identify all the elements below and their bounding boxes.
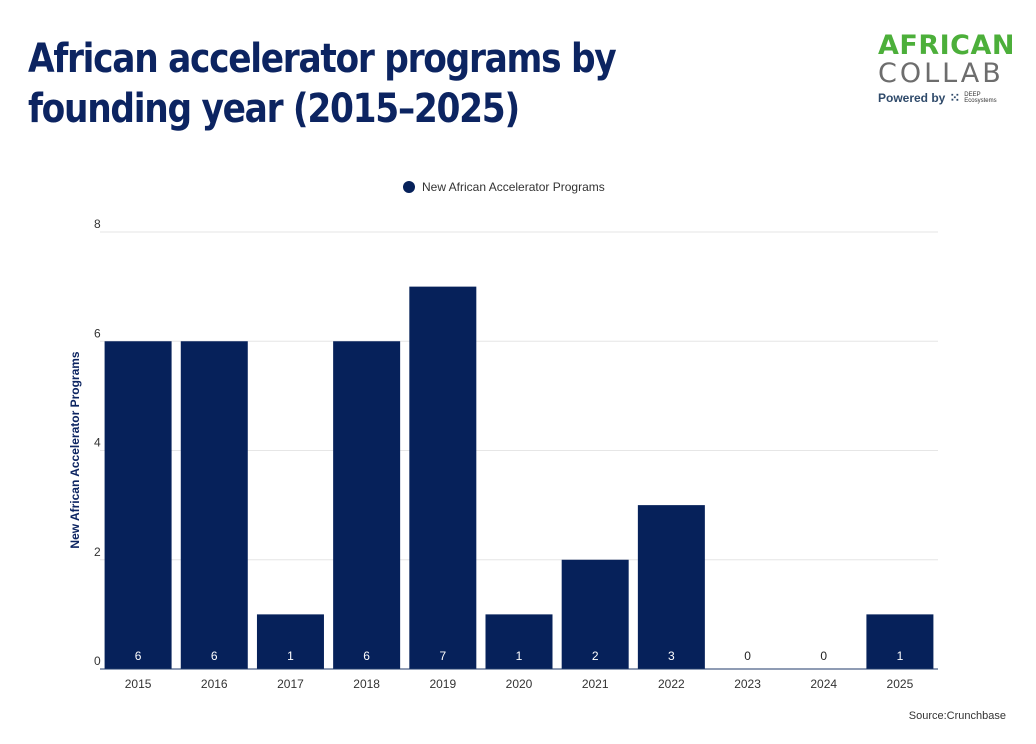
bar [485,614,553,669]
data-label: 7 [439,649,446,663]
data-label: 0 [820,649,827,663]
bar [561,559,629,669]
bar [104,341,172,669]
bar [256,614,324,669]
data-label: 6 [363,649,370,663]
x-tick-label: 2021 [582,677,609,691]
african-collab-logo: AFRICAN COLLAB Powered by ⁙ DEEP Ecosyst… [878,32,1018,106]
bar [866,614,934,669]
bar [333,341,401,669]
x-tick-label: 2018 [353,677,380,691]
x-tick-label: 2015 [125,677,152,691]
data-label: 6 [135,649,142,663]
bar [180,341,248,669]
data-label: 2 [592,649,599,663]
y-axis-label: New African Accelerator Programs [68,351,82,549]
logo-powered-by: Powered by [878,91,946,105]
source-note: Source:Crunchbase [908,710,1006,722]
x-tick-label: 2020 [506,677,533,691]
legend-label: New African Accelerator Programs [422,180,605,194]
deep-ecosystems-icon: ⁙ [949,90,961,105]
logo-line2: COLLAB [878,58,1004,89]
x-tick-label: 2016 [201,677,228,691]
data-label: 3 [668,649,675,663]
y-tick-label: 8 [94,217,101,231]
chart-title: African accelerator programs by founding… [28,36,617,132]
x-tick-label: 2024 [810,677,837,691]
y-tick-label: 2 [94,545,101,559]
y-tick-label: 6 [94,326,101,340]
data-label: 1 [516,649,523,663]
x-tick-label: 2019 [429,677,456,691]
logo-partner: DEEP Ecosystems [964,92,997,104]
data-label: 1 [287,649,294,663]
y-tick-label: 0 [94,654,101,668]
data-label: 1 [897,649,904,663]
x-tick-label: 2022 [658,677,685,691]
x-tick-label: 2023 [734,677,761,691]
data-label: 0 [744,649,751,663]
bar [409,286,477,669]
x-tick-label: 2025 [887,677,914,691]
bar [637,505,705,669]
logo-line1: AFRICAN [878,30,1015,61]
x-tick-label: 2017 [277,677,304,691]
legend-marker [403,181,415,193]
data-label: 6 [211,649,218,663]
y-tick-label: 4 [94,436,101,450]
